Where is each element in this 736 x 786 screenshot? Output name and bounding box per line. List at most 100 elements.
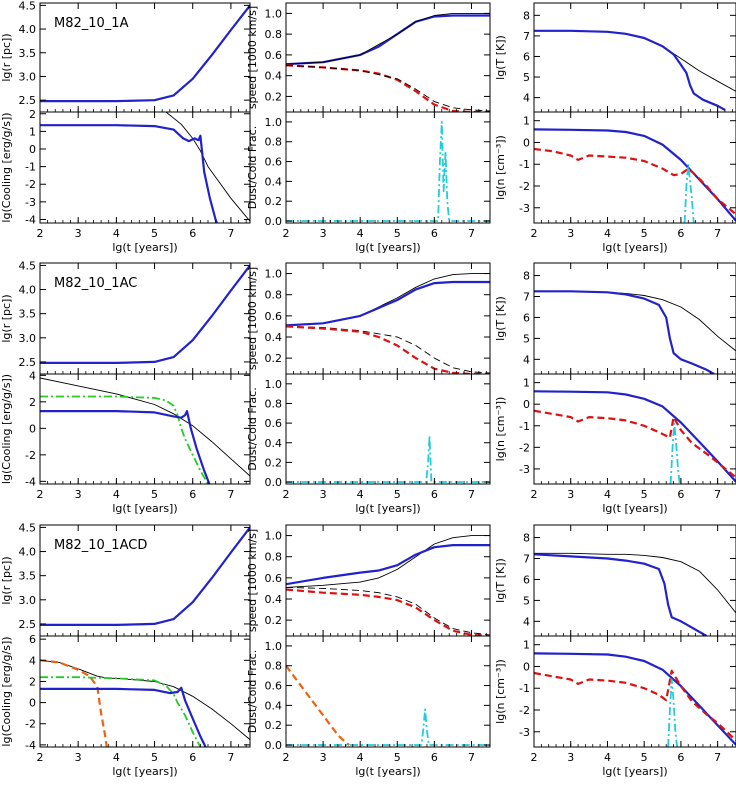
y-tick-label: 1.0 bbox=[265, 116, 283, 129]
y-tick-label: 4.0 bbox=[19, 284, 37, 297]
y-axis-label: speed [1000 km/s] bbox=[246, 267, 259, 370]
series-red-dashed bbox=[286, 325, 490, 374]
x-tick-label: 5 bbox=[641, 227, 648, 240]
series-black-dashed bbox=[286, 325, 490, 374]
y-tick-label: 1.0 bbox=[265, 268, 283, 281]
x-tick-label: 5 bbox=[641, 488, 648, 501]
model-label: M82_10_1A bbox=[54, 16, 129, 31]
y-tick-label: 0.2 bbox=[265, 195, 283, 208]
y-tick-label: 0.2 bbox=[265, 90, 283, 103]
y-tick-label: 1.0 bbox=[265, 378, 283, 391]
series-group bbox=[40, 377, 250, 484]
y-tick-label: -2 bbox=[519, 441, 530, 454]
x-axis-label: lg(t [years]) bbox=[355, 765, 420, 778]
x-tick-label: 3 bbox=[75, 227, 82, 240]
y-tick-label: 2 bbox=[29, 108, 36, 121]
y-axis-label: speed [1000 km/s] bbox=[246, 6, 259, 109]
y-tick-label: 0.4 bbox=[265, 699, 283, 712]
series-green-dashdot bbox=[40, 395, 209, 484]
series-red-dashed bbox=[534, 669, 736, 742]
series-group bbox=[534, 652, 736, 747]
y-tick-label: 0.2 bbox=[265, 456, 283, 469]
x-tick-label: 3 bbox=[75, 488, 82, 501]
y-tick-label: 6 bbox=[523, 50, 530, 63]
y-tick-label: 7 bbox=[523, 30, 530, 43]
y-tick-label: -3 bbox=[519, 726, 530, 739]
x-axis-label: lg(t [years]) bbox=[602, 765, 667, 778]
y-tick-label: 0 bbox=[523, 136, 530, 149]
series-group bbox=[40, 4, 250, 103]
series-blue-solid bbox=[40, 526, 250, 626]
y-tick-label: -4 bbox=[25, 739, 36, 752]
y-tick-label: 3.5 bbox=[19, 570, 37, 583]
y-tick-label: 2.5 bbox=[19, 356, 37, 369]
series-group bbox=[534, 552, 736, 636]
y-tick-label: 4.5 bbox=[19, 521, 37, 534]
series-blue-solid bbox=[40, 410, 211, 484]
y-tick-label: 0.8 bbox=[265, 289, 283, 302]
x-tick-label: 7 bbox=[227, 488, 234, 501]
plot-frame bbox=[285, 2, 491, 113]
x-tick-label: 6 bbox=[677, 751, 684, 764]
lower-panel: -3 -2 -1 0 1 lg(n [cm⁻³]) 2 3 4 5 6 7 lg(t [years]) bbox=[494, 373, 736, 515]
plot-frame bbox=[39, 373, 251, 485]
plot-frame bbox=[533, 262, 736, 375]
x-axis-label: lg(t [years]) bbox=[602, 502, 667, 515]
y-tick-label: 6 bbox=[523, 311, 530, 324]
x-tick-label: 4 bbox=[357, 227, 364, 240]
x-tick-label: 5 bbox=[151, 227, 158, 240]
y-tick-label: -2 bbox=[25, 449, 36, 462]
y-tick-label: 4.0 bbox=[19, 23, 37, 36]
y-tick-label: 4 bbox=[29, 654, 36, 667]
x-tick-label: 6 bbox=[189, 751, 196, 764]
y-tick-label: 7 bbox=[523, 553, 530, 566]
x-tick-label: 6 bbox=[189, 488, 196, 501]
series-cyan-dashdot bbox=[667, 678, 679, 747]
plot-frame bbox=[533, 635, 736, 748]
series-group bbox=[40, 112, 250, 223]
x-axis-label: lg(t [years]) bbox=[355, 502, 420, 515]
x-tick-label: 3 bbox=[320, 488, 327, 501]
y-tick-label: 8 bbox=[523, 270, 530, 283]
series-cyan-dashdot bbox=[286, 435, 490, 483]
y-axis-label: lg(n [cm⁻³]) bbox=[494, 397, 507, 462]
y-tick-label: 0.8 bbox=[265, 397, 283, 410]
y-tick-label: 2.5 bbox=[19, 94, 37, 107]
y-tick-label: 1 bbox=[523, 377, 530, 390]
x-tick-label: 5 bbox=[394, 488, 401, 501]
lower-panel: -3 -2 -1 0 1 lg(n [cm⁻³]) 2 3 4 5 6 7 lg(t [years]) bbox=[494, 111, 736, 254]
y-tick-label: 2.5 bbox=[19, 618, 37, 631]
series-blue-solid bbox=[286, 544, 490, 586]
series-black-solid bbox=[534, 290, 736, 352]
series-blue-solid bbox=[40, 4, 250, 103]
plot-frame bbox=[39, 111, 251, 224]
y-axis-label: lg(n [cm⁻³]) bbox=[494, 135, 507, 200]
series-blue-solid bbox=[534, 652, 736, 746]
series-group bbox=[534, 29, 736, 111]
series-black-solid bbox=[164, 112, 250, 222]
series-blue-solid bbox=[40, 124, 219, 223]
y-tick-label: 0.2 bbox=[265, 719, 283, 732]
x-tick-label: 4 bbox=[113, 751, 120, 764]
y-tick-label: 2 bbox=[29, 675, 36, 688]
x-tick-label: 6 bbox=[431, 488, 438, 501]
plot-frame bbox=[285, 262, 491, 375]
y-tick-label: 0.4 bbox=[265, 593, 283, 606]
lower-panel: 0.0 0.2 0.4 0.6 0.8 1.0 Dust/Cold Frac. 2 3 4 5 6 7 l… bbox=[246, 111, 491, 254]
y-tick-label: 0.8 bbox=[265, 551, 283, 564]
y-tick-label: -2 bbox=[25, 178, 36, 191]
series-black-solid bbox=[286, 12, 490, 65]
x-tick-label: 7 bbox=[714, 227, 721, 240]
y-tick-label: 3.5 bbox=[19, 308, 37, 321]
x-axis-label: lg(t [years]) bbox=[112, 765, 177, 778]
y-tick-label: 4 bbox=[523, 353, 530, 366]
x-tick-label: 3 bbox=[567, 488, 574, 501]
x-tick-label: 3 bbox=[567, 751, 574, 764]
x-tick-label: 7 bbox=[714, 488, 721, 501]
y-tick-label: 0 bbox=[29, 143, 36, 156]
y-tick-label: 0.8 bbox=[265, 136, 283, 149]
x-tick-label: 7 bbox=[714, 751, 721, 764]
plot-frame bbox=[39, 635, 251, 748]
x-tick-label: 4 bbox=[357, 488, 364, 501]
